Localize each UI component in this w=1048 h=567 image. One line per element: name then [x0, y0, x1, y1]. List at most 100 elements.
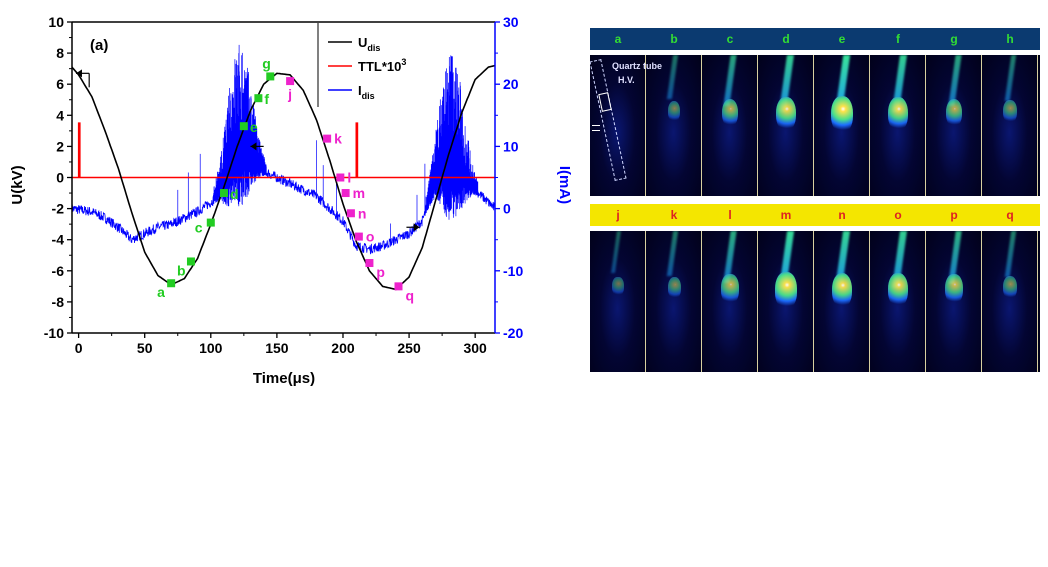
plasma-streak	[667, 55, 678, 99]
marker-label-n: n	[358, 205, 367, 221]
frame-label-q: q	[1006, 208, 1014, 222]
x-axis-label: Time(μs)	[253, 370, 315, 387]
frame-image-j	[590, 231, 646, 372]
marker-label-e: e	[250, 119, 258, 135]
frame-row-top: Quartz tube H.V.	[590, 55, 1040, 196]
y-right-tick-label: 0	[503, 201, 511, 217]
y-left-tick-label: 6	[56, 76, 64, 92]
frame-image-d	[758, 55, 814, 196]
frame-label-c: c	[726, 32, 734, 46]
frame-image-k	[646, 231, 702, 372]
marker-o	[354, 232, 363, 241]
frame-row-bottom: （b）	[590, 231, 1040, 565]
panel-b-label: （b）	[598, 549, 635, 565]
marker-label-f: f	[264, 91, 269, 107]
x-tick-label: 200	[331, 340, 355, 356]
marker-n	[346, 209, 355, 218]
voltage-series-line	[72, 64, 495, 291]
legend-label: Udis	[358, 35, 380, 53]
y-right-tick-label: 30	[503, 14, 519, 30]
plot-area	[72, 44, 495, 291]
frame-label-f: f	[896, 32, 900, 46]
frame-image-a	[590, 55, 646, 196]
y-right-tick-label: -10	[503, 263, 523, 279]
frame-label-strip-top: a b c d e f g h	[590, 28, 1040, 50]
y-right-tick-label: 20	[503, 76, 519, 92]
marker-a	[167, 279, 176, 288]
legend-label: Idis	[358, 83, 375, 101]
marker-label-b: b	[177, 262, 186, 278]
frame-label-d: d	[782, 32, 790, 46]
y-left-axis-label: U(kV)	[9, 165, 26, 204]
y-left-tick-label: 0	[56, 170, 64, 186]
frame-image-h	[982, 55, 1038, 196]
frame-image-g	[926, 55, 982, 196]
frame-label-o: o	[894, 208, 902, 222]
frame-label-k: k	[670, 208, 678, 222]
x-tick-label: 250	[397, 340, 421, 356]
marker-g	[266, 72, 275, 81]
x-tick-label: 150	[265, 340, 289, 356]
plasma-glow	[1003, 100, 1017, 124]
y-right-axis-label: I(mA)	[556, 166, 573, 204]
y-right-tick-label: 10	[503, 138, 519, 154]
marker-j	[286, 77, 295, 86]
marker-label-j: j	[287, 86, 292, 102]
frame-image-m	[758, 231, 814, 372]
legend-box	[318, 23, 423, 107]
marker-label-g: g	[262, 55, 271, 71]
plasma-glow	[775, 96, 797, 132]
plasma-glow	[775, 272, 797, 309]
plasma-glow	[945, 98, 963, 127]
frame-label-g: g	[950, 32, 958, 46]
y-left-tick-label: -8	[52, 294, 65, 310]
arrow-head	[75, 69, 82, 78]
frame-label-strip-bottom: j k l m n o p q	[590, 204, 1040, 226]
plasma-glow	[887, 272, 909, 308]
y-left-tick-label: -6	[52, 263, 65, 279]
ttl-series-line	[72, 122, 495, 179]
plasma-glow	[887, 96, 909, 132]
frame-label-n: n	[838, 208, 846, 222]
frame-image-f	[870, 55, 926, 196]
plasma-streak	[667, 231, 679, 276]
marker-d	[220, 189, 229, 198]
legend-label: TTL*103	[358, 57, 406, 74]
x-tick-label: 300	[463, 340, 487, 356]
y-left-tick-label: 2	[56, 138, 64, 154]
panel-a-label: (a)	[90, 37, 108, 54]
frame-image-o	[870, 231, 926, 372]
marker-label-o: o	[366, 229, 375, 245]
frame-label-b: b	[670, 32, 678, 46]
plasma-glow	[945, 274, 963, 305]
plasma-glow	[831, 272, 853, 308]
marker-label-q: q	[406, 287, 415, 303]
current-series-line	[72, 160, 495, 255]
marker-m	[341, 189, 350, 198]
x-tick-label: 0	[75, 340, 83, 356]
marker-p	[365, 259, 374, 268]
y-left-tick-label: 10	[48, 14, 64, 30]
plasma-streak	[1004, 231, 1017, 277]
arrow-head	[413, 223, 420, 232]
plasma-glow	[1003, 276, 1017, 300]
marker-b	[186, 257, 195, 266]
imaging-frames-panel: a b c d e f g h Quartz tube H.V. j k l m n o p q （b）	[590, 28, 1040, 565]
plasma-glow	[667, 100, 681, 122]
marker-q	[394, 282, 403, 291]
frame-label-m: m	[780, 208, 792, 222]
arrow-head	[250, 142, 257, 151]
marker-label-d: d	[230, 186, 239, 202]
plasma-streak	[1004, 55, 1017, 101]
marker-label-l: l	[347, 170, 351, 186]
frame-image-e	[814, 55, 870, 196]
marker-label-a: a	[157, 284, 165, 300]
marker-label-p: p	[376, 264, 385, 280]
frame-label-h: h	[1006, 32, 1014, 46]
plasma-glow	[721, 274, 739, 304]
y-left-tick-label: 8	[56, 45, 64, 61]
ground-symbol	[592, 125, 600, 131]
frame-image-b	[646, 55, 702, 196]
frame-image-c	[702, 55, 758, 196]
y-left-tick-label: -10	[44, 325, 64, 341]
